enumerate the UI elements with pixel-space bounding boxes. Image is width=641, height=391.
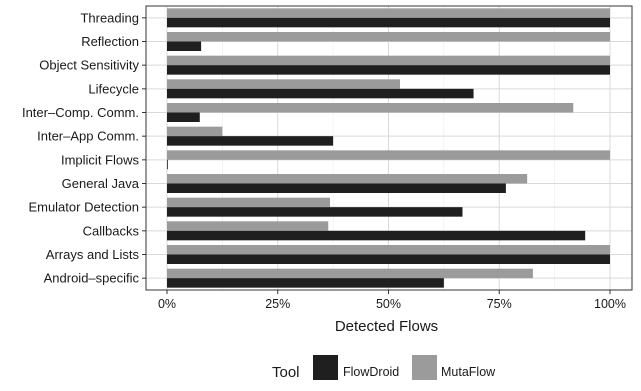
bar-flowdroid	[167, 17, 610, 28]
y-tick-label: Lifecycle	[88, 81, 139, 96]
bar-flowdroid	[167, 254, 610, 264]
bar-flowdroid	[167, 183, 506, 193]
y-tick-label: Arrays and Lists	[46, 247, 140, 262]
bar-flowdroid	[167, 230, 586, 241]
legend-key	[313, 355, 338, 380]
bar-flowdroid	[167, 278, 444, 288]
bar-flowdroid	[167, 88, 474, 99]
legend-title: Tool	[272, 364, 300, 381]
x-tick-label: 100%	[594, 297, 626, 311]
x-axis-title: Detected Flows	[335, 318, 438, 335]
bar-flowdroid	[167, 41, 202, 51]
legend: Tool FlowDroid MutaFlow	[272, 355, 496, 381]
bar-mutaflow	[167, 197, 331, 208]
x-tick-label: 50%	[376, 297, 401, 311]
y-tick-label: Reflection	[81, 34, 139, 49]
y-tick-label: Threading	[80, 10, 139, 25]
y-tick-label: Object Sensitivity	[39, 58, 139, 73]
bar-flowdroid	[167, 159, 168, 170]
y-tick-label: Implicit Flows	[61, 152, 140, 167]
y-tick-label: Emulator Detection	[28, 200, 139, 215]
bar-mutaflow	[167, 32, 610, 42]
x-tick-label: 75%	[487, 297, 512, 311]
legend-label: MutaFlow	[441, 365, 496, 379]
bar-mutaflow	[167, 8, 610, 18]
bar-flowdroid	[167, 65, 610, 75]
x-tick-label: 25%	[265, 297, 290, 311]
bar-flowdroid	[167, 207, 463, 217]
bar-mutaflow	[167, 174, 528, 184]
bar-mutaflow	[167, 150, 610, 160]
y-tick-label: Inter–Comp. Comm.	[22, 105, 139, 120]
x-tick-label: 0%	[158, 297, 176, 311]
y-axis: Threading Reflection Object Sensitivity Lif…	[22, 10, 146, 286]
bar-mutaflow	[167, 245, 610, 255]
bar-mutaflow	[167, 268, 533, 279]
y-tick-label: General Java	[62, 176, 140, 191]
legend-key	[412, 355, 437, 380]
bar-mutaflow	[167, 126, 223, 137]
y-tick-label: Callbacks	[83, 223, 140, 238]
bars-layer	[167, 8, 610, 288]
bar-flowdroid	[167, 136, 334, 146]
x-axis: 0% 25% 50% 75% 100%	[158, 290, 626, 311]
bar-mutaflow	[167, 221, 329, 231]
bar-flowdroid	[167, 112, 200, 122]
y-tick-label: Android–specific	[44, 271, 140, 286]
bar-mutaflow	[167, 103, 574, 113]
bar-mutaflow	[167, 55, 610, 66]
legend-label: FlowDroid	[343, 365, 399, 379]
y-tick-label: Inter–App Comm.	[37, 129, 139, 144]
bar-mutaflow	[167, 79, 401, 89]
